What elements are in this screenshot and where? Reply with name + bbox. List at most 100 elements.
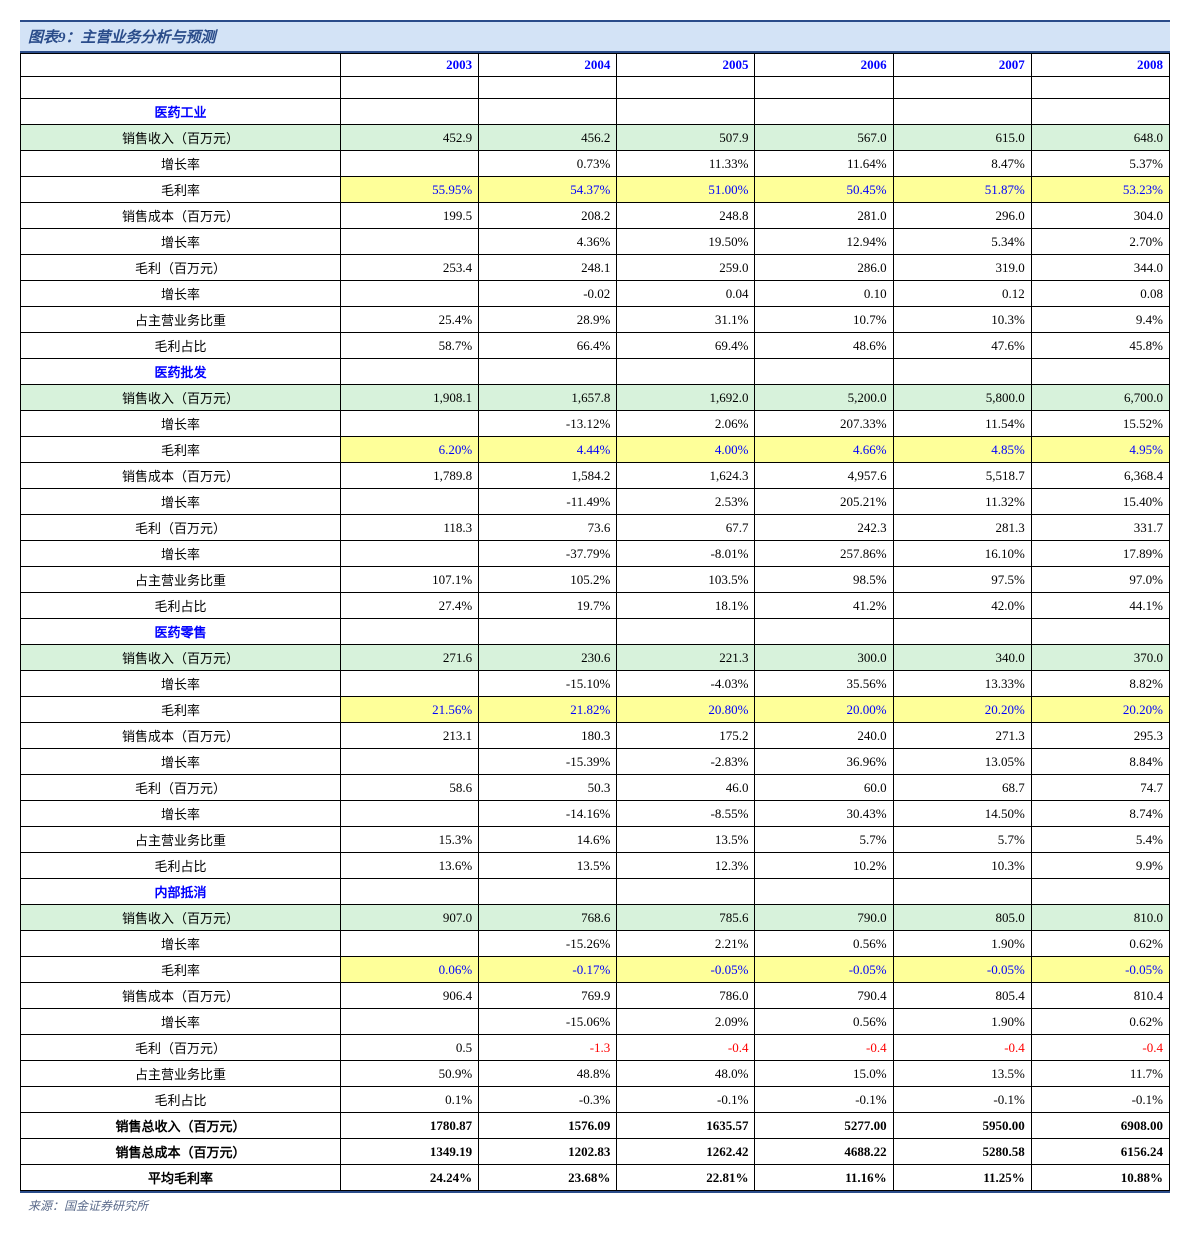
- value-cell: 8.47%: [893, 151, 1031, 177]
- value-cell: 20.80%: [617, 697, 755, 723]
- row-label-cell: 毛利（百万元）: [21, 515, 341, 541]
- col-header-year: 2008: [1031, 54, 1169, 77]
- row-label-cell: 毛利率: [21, 697, 341, 723]
- value-cell: 42.0%: [893, 593, 1031, 619]
- data-row: 增长率-15.06%2.09%0.56%1.90%0.62%: [21, 1009, 1170, 1035]
- data-row: 增长率-15.26%2.21%0.56%1.90%0.62%: [21, 931, 1170, 957]
- value-cell: 13.5%: [893, 1061, 1031, 1087]
- table-footer: 来源：国金证券研究所: [20, 1191, 1170, 1218]
- value-cell: [617, 99, 755, 125]
- value-cell: 0.04: [617, 281, 755, 307]
- value-cell: 28.9%: [479, 307, 617, 333]
- value-cell: 1262.42: [617, 1139, 755, 1165]
- value-cell: -15.10%: [479, 671, 617, 697]
- value-cell: -15.06%: [479, 1009, 617, 1035]
- value-cell: 118.3: [341, 515, 479, 541]
- value-cell: 0.5: [341, 1035, 479, 1061]
- value-cell: 907.0: [341, 905, 479, 931]
- value-cell: -0.1%: [755, 1087, 893, 1113]
- data-row: 增长率4.36%19.50%12.94%5.34%2.70%: [21, 229, 1170, 255]
- value-cell: -15.26%: [479, 931, 617, 957]
- value-cell: 50.9%: [341, 1061, 479, 1087]
- data-row: 销售收入（百万元）907.0768.6785.6790.0805.0810.0: [21, 905, 1170, 931]
- value-cell: 790.0: [755, 905, 893, 931]
- value-cell: [1031, 879, 1169, 905]
- data-row: 销售收入（百万元）1,908.11,657.81,692.05,200.05,8…: [21, 385, 1170, 411]
- value-cell: 4.36%: [479, 229, 617, 255]
- value-cell: 271.3: [893, 723, 1031, 749]
- table-wrapper: 图表9：主营业务分析与预测 200320042005200620072008 医…: [20, 20, 1170, 1218]
- value-cell: 0.56%: [755, 1009, 893, 1035]
- value-cell: 22.81%: [617, 1165, 755, 1191]
- value-cell: [893, 619, 1031, 645]
- row-label-cell: 增长率: [21, 151, 341, 177]
- row-label-cell: 增长率: [21, 541, 341, 567]
- value-cell: 0.10: [755, 281, 893, 307]
- value-cell: 14.50%: [893, 801, 1031, 827]
- value-cell: -0.4: [617, 1035, 755, 1061]
- data-row: 增长率-15.10%-4.03%35.56%13.33%8.82%: [21, 671, 1170, 697]
- row-label-cell: 毛利（百万元）: [21, 775, 341, 801]
- value-cell: [341, 489, 479, 515]
- value-cell: 6,368.4: [1031, 463, 1169, 489]
- value-cell: -15.39%: [479, 749, 617, 775]
- row-label-cell: 平均毛利率: [21, 1165, 341, 1191]
- value-cell: 344.0: [1031, 255, 1169, 281]
- value-cell: 259.0: [617, 255, 755, 281]
- value-cell: 11.32%: [893, 489, 1031, 515]
- value-cell: 11.25%: [893, 1165, 1031, 1191]
- value-cell: 10.7%: [755, 307, 893, 333]
- value-cell: 207.33%: [755, 411, 893, 437]
- value-cell: -8.01%: [617, 541, 755, 567]
- value-cell: [341, 359, 479, 385]
- value-cell: 175.2: [617, 723, 755, 749]
- value-cell: [341, 151, 479, 177]
- value-cell: 769.9: [479, 983, 617, 1009]
- value-cell: 785.6: [617, 905, 755, 931]
- value-cell: [617, 359, 755, 385]
- value-cell: [617, 77, 755, 99]
- total-row: 销售总成本（百万元）1349.191202.831262.424688.2252…: [21, 1139, 1170, 1165]
- value-cell: [341, 619, 479, 645]
- data-row: 销售成本（百万元）213.1180.3175.2240.0271.3295.3: [21, 723, 1170, 749]
- value-cell: 810.4: [1031, 983, 1169, 1009]
- data-row: 毛利率6.20%4.44%4.00%4.66%4.85%4.95%: [21, 437, 1170, 463]
- value-cell: 567.0: [755, 125, 893, 151]
- value-cell: 30.43%: [755, 801, 893, 827]
- value-cell: 615.0: [893, 125, 1031, 151]
- value-cell: 19.50%: [617, 229, 755, 255]
- value-cell: 53.23%: [1031, 177, 1169, 203]
- value-cell: 810.0: [1031, 905, 1169, 931]
- value-cell: 281.0: [755, 203, 893, 229]
- value-cell: 15.0%: [755, 1061, 893, 1087]
- value-cell: 13.33%: [893, 671, 1031, 697]
- value-cell: 17.89%: [1031, 541, 1169, 567]
- value-cell: 10.2%: [755, 853, 893, 879]
- row-label-cell: 销售总收入（百万元）: [21, 1113, 341, 1139]
- row-label-cell: 毛利率: [21, 437, 341, 463]
- row-label-cell: [21, 77, 341, 99]
- value-cell: 20.00%: [755, 697, 893, 723]
- row-label-cell: 医药工业: [21, 99, 341, 125]
- value-cell: 48.6%: [755, 333, 893, 359]
- value-cell: -0.02: [479, 281, 617, 307]
- value-cell: 60.0: [755, 775, 893, 801]
- row-label-cell: 医药零售: [21, 619, 341, 645]
- value-cell: 31.1%: [617, 307, 755, 333]
- value-cell: 205.21%: [755, 489, 893, 515]
- header-row: 200320042005200620072008: [21, 54, 1170, 77]
- row-label-cell: 占主营业务比重: [21, 1061, 341, 1087]
- value-cell: 13.5%: [479, 853, 617, 879]
- row-label-cell: 销售成本（百万元）: [21, 983, 341, 1009]
- value-cell: 6908.00: [1031, 1113, 1169, 1139]
- row-label-cell: 销售收入（百万元）: [21, 125, 341, 151]
- value-cell: 253.4: [341, 255, 479, 281]
- value-cell: -0.1%: [893, 1087, 1031, 1113]
- value-cell: 50.45%: [755, 177, 893, 203]
- value-cell: [341, 879, 479, 905]
- col-header-year: 2004: [479, 54, 617, 77]
- value-cell: -1.3: [479, 1035, 617, 1061]
- total-row: 平均毛利率24.24%23.68%22.81%11.16%11.25%10.88…: [21, 1165, 1170, 1191]
- data-row: 占主营业务比重25.4%28.9%31.1%10.7%10.3%9.4%: [21, 307, 1170, 333]
- row-label-cell: 占主营业务比重: [21, 307, 341, 333]
